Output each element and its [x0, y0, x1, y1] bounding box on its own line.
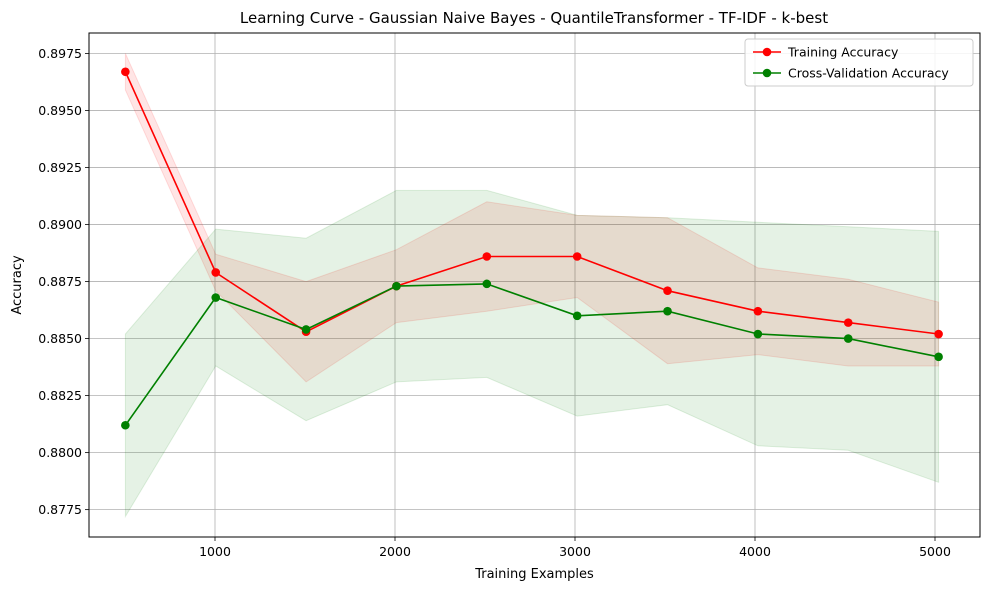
y-tick-label: 0.8975	[38, 46, 82, 61]
y-tick-label: 0.8875	[38, 274, 82, 289]
legend-swatch-marker	[762, 47, 772, 57]
y-tick-label: 0.8800	[38, 445, 82, 460]
y-axis-ticks: 0.8775 0.8800 0.8825 0.8850 0.8875 0.8900 0.89…	[38, 46, 89, 517]
point-series-1	[663, 286, 672, 296]
y-tick-label: 0.8900	[38, 217, 82, 232]
legend-entry-label: Cross-Validation Accuracy	[788, 66, 949, 81]
legend-swatch-marker	[762, 68, 772, 78]
x-tick-label: 2000	[379, 544, 411, 559]
x-tick-label: 3000	[559, 544, 591, 559]
point-series-2	[753, 329, 763, 339]
point-series-1	[843, 318, 853, 327]
x-tick-label: 1000	[199, 544, 231, 559]
point-series-2	[843, 334, 853, 343]
y-axis-title: Accuracy	[10, 255, 25, 315]
point-series-1	[572, 252, 582, 261]
y-tick-label: 0.8825	[38, 388, 82, 403]
point-series-2	[663, 306, 672, 316]
point-series-2	[211, 293, 221, 302]
grid-lines	[89, 33, 980, 537]
point-series-1	[211, 268, 221, 277]
x-axis-ticks: 1000 2000 3000 4000 5000	[199, 537, 951, 559]
point-series-1	[121, 67, 130, 77]
point-series-2	[934, 352, 943, 362]
x-tick-label: 4000	[739, 544, 771, 559]
legend: Training Accuracy Cross-Validation Accura…	[744, 38, 974, 87]
point-series-1	[753, 306, 763, 316]
plot-frame	[88, 32, 981, 538]
x-tick-label: 5000	[919, 544, 951, 559]
legend-box	[744, 38, 974, 87]
confidence-bands	[124, 53, 940, 519]
chart-title: Learning Curve - Gaussian Naive Bayes - …	[240, 9, 828, 27]
point-series-2	[301, 325, 311, 334]
line-series-2	[124, 283, 939, 426]
y-tick-label: 0.8950	[38, 103, 82, 118]
band-series-1	[124, 53, 940, 383]
band-series-2	[124, 189, 940, 519]
y-tick-label: 0.8850	[38, 331, 82, 346]
point-series-2	[392, 281, 401, 291]
point-series-1	[934, 329, 943, 339]
point-series-2	[572, 311, 582, 321]
point-series-2	[121, 420, 130, 430]
point-series-1	[482, 252, 492, 261]
series-lines	[124, 71, 939, 426]
y-tick-label: 0.8775	[38, 502, 82, 517]
legend-entry-label: Training Accuracy	[787, 45, 899, 60]
x-axis-title: Training Examples	[474, 567, 594, 582]
series-points	[121, 67, 943, 430]
point-series-2	[482, 279, 492, 289]
line-series-1	[124, 71, 939, 335]
y-tick-label: 0.8925	[38, 160, 82, 175]
